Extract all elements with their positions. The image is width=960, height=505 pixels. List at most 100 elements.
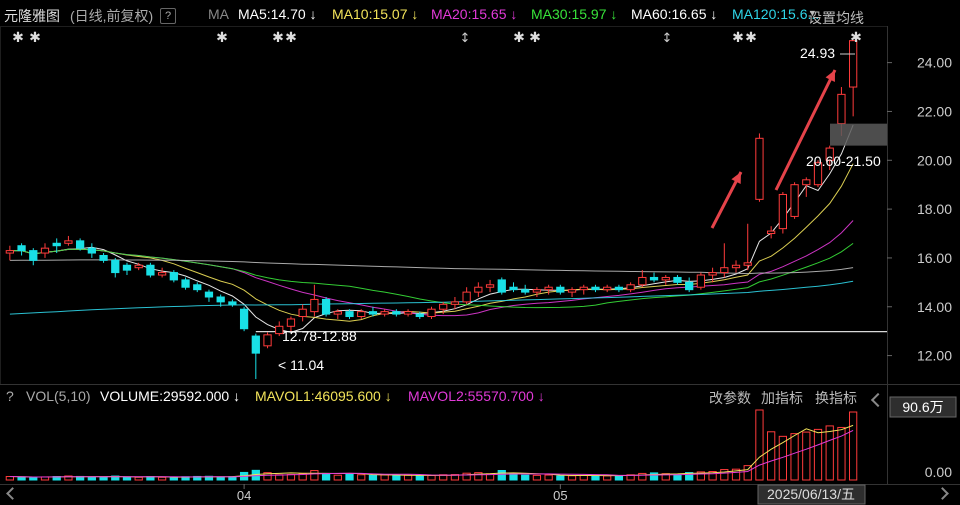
stock-name[interactable]: 元隆雅图 [4, 8, 60, 24]
volume-bar [696, 471, 706, 481]
candle-body [579, 286, 588, 291]
volume-bar [321, 472, 331, 481]
ma30-value: MA30:15.97 ↓ [531, 6, 618, 22]
event-marker-icon: ✱ [12, 30, 24, 46]
candle-body [111, 259, 120, 274]
change-params-button[interactable]: 改参数 [709, 390, 751, 406]
candle-body [380, 311, 389, 315]
ma-label[interactable]: MA [208, 6, 229, 22]
candle-body [802, 179, 811, 186]
switch-indicator-button[interactable]: 换指标 [815, 390, 857, 406]
candle-body [345, 311, 354, 318]
volume-bar [673, 474, 682, 481]
candle-body [837, 93, 846, 125]
volume-bar [567, 475, 577, 481]
event-marker-icon: ↕ [662, 31, 673, 46]
gap-box [830, 123, 887, 146]
candle-body [298, 308, 307, 318]
volume-bar [29, 477, 38, 481]
volume-bar [263, 472, 272, 481]
volume-bar [169, 477, 178, 481]
volume-bar [603, 475, 612, 481]
event-marker-icon: ✱ [29, 30, 41, 46]
volume-bar [345, 473, 354, 481]
ma5-value: MA5:14.70 ↓ [238, 6, 317, 22]
volume-bar [614, 475, 624, 481]
main-header: 元隆雅图 (日线,前复权) ? MA MA5:14.70 ↓ MA10:15.0… [0, 4, 960, 26]
vol-indicator-label[interactable]: VOL(5,10) [26, 388, 91, 404]
volume-bar [556, 475, 565, 481]
y-tick-label: 14.00 [917, 299, 952, 315]
add-indicator-button[interactable]: 加指标 [761, 390, 803, 406]
volume-bar [380, 474, 389, 481]
candle-body [134, 264, 143, 269]
volume-bar [204, 475, 214, 481]
volume-bar [64, 475, 73, 481]
candle-body [29, 250, 38, 261]
volume-bar [450, 474, 460, 481]
candle-body [708, 272, 717, 276]
candle-body [286, 318, 296, 327]
volume-bar [532, 474, 542, 481]
candle-body [99, 254, 108, 261]
candle-body [696, 274, 706, 288]
candle-body [462, 291, 471, 303]
volume-bar [509, 473, 518, 481]
max-price-label: 24.93 [800, 45, 835, 61]
candle-body [193, 284, 202, 291]
volume-bar [134, 476, 143, 481]
candle-body [321, 298, 331, 315]
candle-body [778, 193, 788, 230]
volume-bar [392, 475, 401, 481]
x-tick-label: 05 [553, 488, 567, 503]
event-marker-icon: ✱ [216, 30, 228, 46]
candle-body [626, 284, 635, 291]
volume-bar [474, 472, 483, 481]
help-button[interactable]: ? [160, 6, 176, 24]
volume-bar [685, 472, 694, 481]
candle-body [228, 301, 237, 305]
candle-body [450, 301, 460, 305]
volume-header: ? VOL(5,10) VOLUME:29592.000 ↓ MAVOL1:46… [0, 386, 960, 408]
event-marker-icon: ✱ [850, 30, 862, 46]
event-marker-icon: ✱ [745, 30, 757, 46]
candle-body [720, 267, 729, 274]
volume-bar [427, 475, 436, 481]
candle-body [181, 279, 190, 288]
period-label[interactable]: (日线,前复权) [70, 8, 154, 24]
candle-body [521, 289, 530, 293]
trend-arrow-2-head [825, 70, 835, 82]
mavol2-line [9, 429, 854, 478]
candle-body [216, 296, 225, 303]
volume-bar [5, 476, 14, 481]
dropdown-caret-icon: ▼ [808, 8, 817, 18]
event-marker-icon: ✱ [285, 30, 297, 46]
volume-bar [720, 469, 729, 481]
volume-bar [333, 474, 342, 481]
y-tick-label: 20.00 [917, 152, 952, 168]
volume-bar [357, 474, 366, 481]
help-icon: ? [160, 8, 176, 24]
volume-help-button[interactable]: ? [6, 388, 14, 404]
volume-bar [579, 474, 588, 481]
volume-bar [790, 433, 799, 481]
candle-body [661, 276, 670, 281]
candle-body [5, 250, 14, 254]
ma20-value: MA20:15.65 ↓ [431, 6, 518, 22]
y-tick-label: 12.00 [917, 348, 952, 364]
volume-bar [802, 431, 811, 481]
candle-body [157, 272, 167, 276]
trend-arrow-2 [774, 69, 837, 191]
candle-body [357, 311, 366, 318]
candle-body [146, 264, 155, 276]
event-marker-icon: ↕ [460, 31, 471, 46]
volume-bar [544, 474, 553, 481]
event-marker-icon: ✱ [272, 30, 284, 46]
candle-body [474, 286, 483, 293]
volume-bar [825, 425, 834, 481]
volume-bar [497, 469, 506, 481]
candle-body [75, 240, 85, 249]
volume-bar [649, 472, 659, 481]
volume-bar [87, 476, 96, 481]
candle-body [685, 281, 694, 291]
